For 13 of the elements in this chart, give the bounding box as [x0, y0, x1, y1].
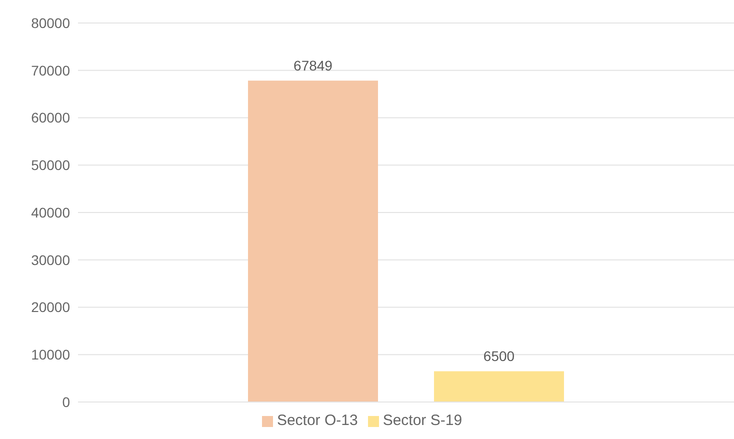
- y-tick-label: 60000: [31, 110, 70, 126]
- legend-label: Sector O-13: [276, 412, 358, 429]
- y-tick-label: 20000: [31, 299, 70, 316]
- y-tick-label: 80000: [31, 14, 70, 31]
- data-label: 67849: [294, 58, 333, 74]
- y-tick-label: 70000: [31, 62, 70, 78]
- legend-label: Sector S-19: [382, 412, 462, 429]
- y-tick-label: 0: [62, 394, 70, 410]
- data-label: 6500: [483, 348, 515, 364]
- y-tick-label: 50000: [31, 157, 70, 174]
- y-tick-label: 30000: [31, 252, 70, 268]
- y-tick-label: 40000: [31, 204, 70, 220]
- y-tick-label: 10000: [31, 346, 70, 363]
